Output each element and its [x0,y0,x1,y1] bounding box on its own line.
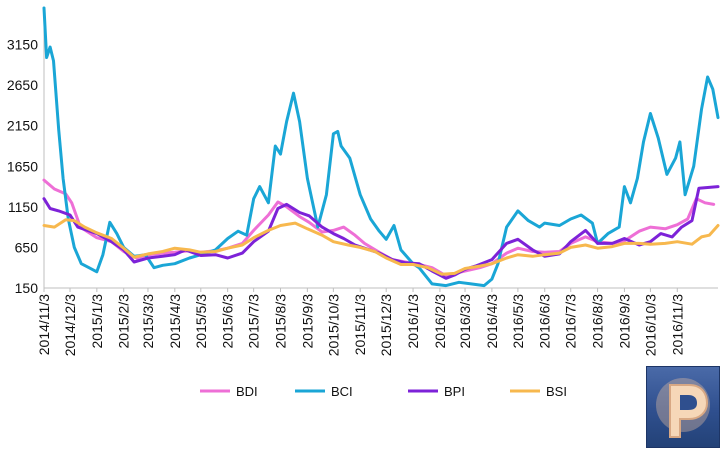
x-tick-label: 2015/1/3 [89,294,105,349]
series-line-bdi [42,178,716,278]
x-tick-label: 2015/12/3 [378,294,394,356]
legend: BDI BCI BPI BSI [200,384,567,399]
x-tick-label: 2016/3/3 [457,294,473,349]
y-tick-label: 1650 [7,158,38,174]
x-tick-label: 2015/7/3 [246,294,262,349]
x-tick-label: 2016/4/3 [484,294,500,349]
x-tick-label: 2016/2/3 [432,294,448,349]
series-lines [42,6,720,288]
x-tick-label: 2015/6/3 [220,294,236,349]
x-tick-label: 2015/9/3 [299,294,315,349]
x-tick-label: 2016/1/3 [405,294,421,349]
series-line-bsi [42,218,720,276]
x-tick-label: 2015/2/3 [116,294,132,349]
x-tick-label: 2016/10/3 [642,294,658,356]
x-tick-label: 2015/3/3 [140,294,156,349]
x-tick-label: 2016/11/3 [669,294,685,355]
legend-label-bci: BCI [331,384,353,399]
x-tick-label: 2016/9/3 [616,294,632,349]
x-tick-label: 2015/11/3 [352,294,368,355]
y-tick-label: 150 [15,280,39,296]
y-tick-label: 2150 [7,118,38,134]
series-line-bci [42,6,720,288]
legend-label-bdi: BDI [236,384,258,399]
x-tick-label: 2015/5/3 [193,294,209,349]
x-tick-label: 2014/12/3 [62,294,78,356]
x-tick-label: 2015/4/3 [167,294,183,349]
x-tick-label: 2016/6/3 [537,294,553,349]
legend-label-bsi: BSI [546,384,567,399]
y-tick-label: 650 [15,239,39,255]
axes: 150 650 1150 1650 2150 2650 3150 2014/11/3 2014/… [7,8,718,356]
logo-mark-icon [656,378,710,438]
x-tick-label: 2015/8/3 [273,294,289,349]
x-tick-label: 2015/10/3 [325,294,341,356]
y-tick-label: 2650 [7,77,38,93]
x-tick-label: 2014/11/3 [36,294,52,355]
x-tick-label: 2016/5/3 [510,294,526,349]
y-tick-label: 3150 [7,37,38,53]
legend-label-bpi: BPI [444,384,465,399]
y-tick-label: 1150 [8,199,38,215]
logo [646,366,720,448]
x-tick-label: 2016/7/3 [563,294,579,349]
x-tick-label: 2016/8/3 [590,294,606,349]
